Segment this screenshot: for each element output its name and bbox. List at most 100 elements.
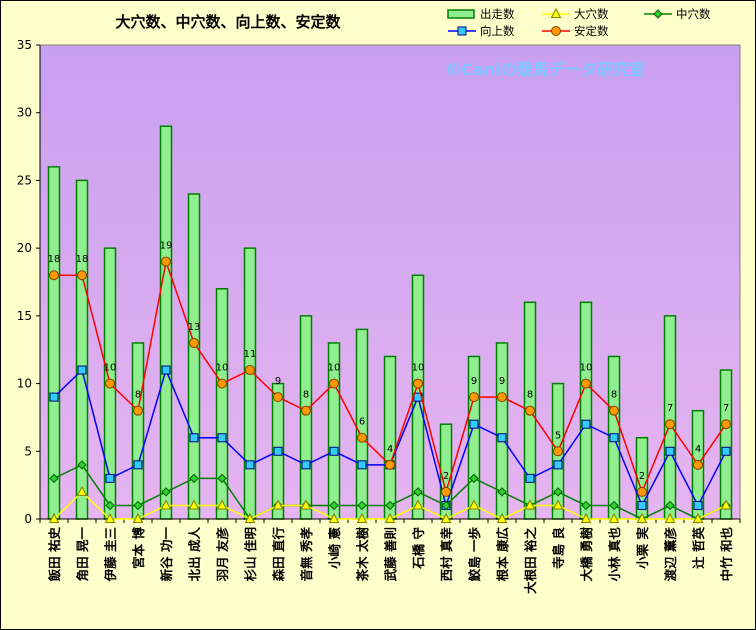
series-point [553,487,563,497]
series-point [525,473,535,483]
series-point [497,392,507,403]
category-label: 西村 真幸 [439,527,454,582]
y-tick-label: 5 [24,444,32,458]
category-label: 大根田 裕之 [523,527,538,594]
series-point [693,500,703,510]
series-point [637,486,647,497]
series-point [329,378,339,389]
series-point [189,433,199,443]
category-label: 茶木 太樹 [355,527,370,583]
series-point [413,378,423,389]
y-tick-label: 30 [17,106,32,120]
series-point [637,500,647,510]
category-label: 小林 真也 [607,527,622,583]
bar [719,369,733,520]
data-label: 10 [580,363,593,374]
category-label: 渡辺 薫彦 [663,527,678,582]
data-label: 10 [104,363,117,374]
series-point [105,500,115,511]
series-point [441,500,451,511]
series-point [357,432,367,443]
bar [579,301,593,520]
series-point [609,500,619,511]
data-label: 8 [611,390,617,401]
series-point [497,433,507,443]
series-point [245,460,255,470]
bar [159,125,173,520]
legend-label: 安定数 [574,24,609,38]
series-point [216,499,228,510]
category-label: 中竹 和也 [719,527,734,582]
series-point [357,460,367,470]
data-label: 9 [471,376,477,387]
series-point [385,500,395,511]
category-label: 森田 直行 [271,527,286,582]
category-label: 辻 哲英 [691,527,706,569]
data-label: 8 [135,390,141,401]
series-point [244,512,256,523]
legend-label: 出走数 [480,7,515,21]
series-point [217,378,227,389]
series-point [105,378,115,389]
series-point [160,499,172,510]
series-point [161,365,171,375]
series-point [469,392,479,403]
series-point [721,419,731,430]
series-point [133,460,143,470]
series-point [553,460,563,470]
data-label: 7 [667,403,673,414]
series-point [385,459,395,470]
data-label: 10 [216,363,229,374]
category-label: 羽月 友彦 [215,527,230,582]
series-point [273,392,283,403]
series-point [665,500,675,511]
series-point [77,365,87,375]
series-point [721,446,731,456]
series-point [77,460,87,470]
series-point [161,487,171,497]
series-point [552,499,564,510]
series-point [301,405,311,416]
series-point [664,512,676,523]
series-point [189,473,199,484]
series-point [469,419,479,429]
series-point [105,473,115,483]
series-point [48,512,60,523]
series-point [581,419,591,429]
series-point [329,446,339,456]
series-point [132,512,144,523]
series-point [496,512,508,523]
series-point [581,500,591,511]
series-point [76,485,88,496]
series-point [692,512,704,523]
series-point [217,433,227,443]
series-point [609,433,619,443]
legend-swatch [447,9,475,19]
legend-box [440,5,745,41]
series-point [608,512,620,523]
category-label: 鮫島 一歩 [467,527,482,582]
bar [663,315,677,520]
category-label: 大橋 勇樹 [579,527,594,582]
data-label: 13 [188,322,201,333]
legend-label: 中穴数 [676,7,711,21]
data-label: 9 [275,376,281,387]
chart-title: 大穴数、中穴数、向上数、安定数 [115,13,341,31]
bar [383,355,397,520]
data-label: 5 [555,430,561,441]
category-label: 音無 秀孝 [299,527,314,582]
bar [187,193,201,520]
legend-marker [550,7,562,18]
data-label: 2 [639,471,645,482]
category-label: 小崎 憲 [327,527,342,570]
legend-marker [653,9,663,19]
data-label: 10 [412,363,425,374]
series-point [524,499,536,510]
y-tick-label: 35 [17,38,32,52]
series-point [636,512,648,523]
series-point [580,512,592,523]
data-label: 8 [303,390,309,401]
category-label: 宮本 博 [131,527,146,569]
series-point [49,473,59,484]
